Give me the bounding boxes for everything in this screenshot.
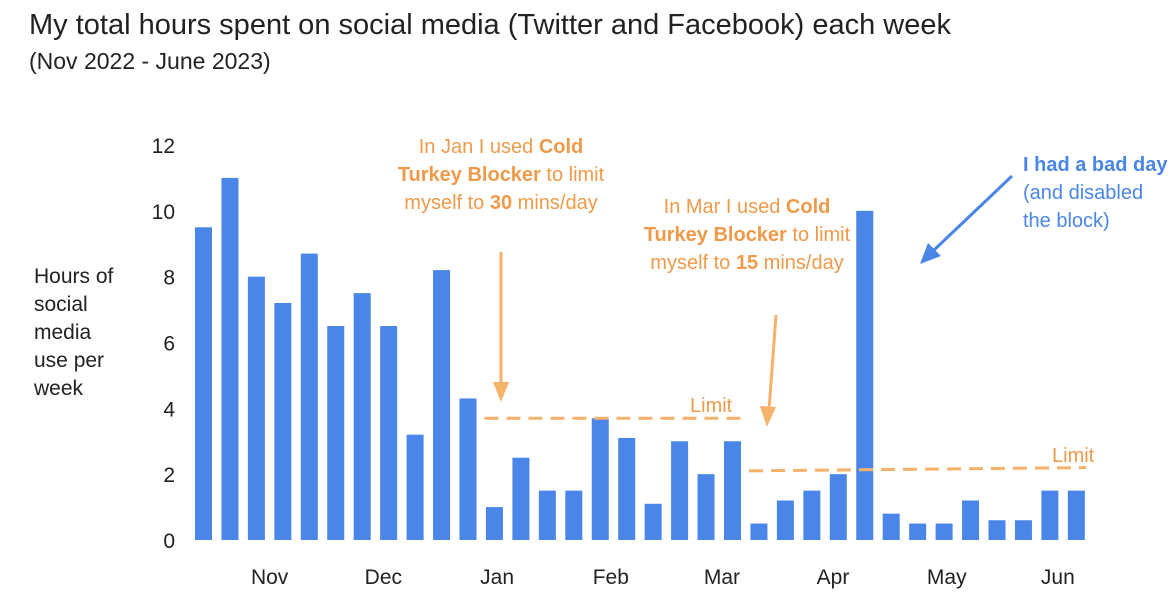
bar xyxy=(882,513,900,540)
mar-arrow-head xyxy=(760,406,776,427)
bar xyxy=(671,441,689,540)
bar xyxy=(353,293,371,540)
annotation-mar: In Mar I used Cold Turkey Blocker to lim… xyxy=(636,193,858,277)
annotation-jan-tool: Cold Turkey Blocker xyxy=(397,136,584,186)
x-tick-label: May xyxy=(927,566,967,589)
bar xyxy=(935,523,953,540)
mar-arrow xyxy=(767,314,778,411)
bar xyxy=(591,418,609,540)
y-axis-label-line: week xyxy=(34,377,84,400)
bar xyxy=(274,303,292,540)
annotation-bad-day: I had a bad day (and disabled the block) xyxy=(1023,151,1173,235)
x-axis-ticks: Nov Dec Jan Feb Mar Apr May Jun xyxy=(251,566,1075,589)
bar xyxy=(1041,490,1059,540)
x-tick-label: Jan xyxy=(480,566,514,589)
limit-label-jan: Limit xyxy=(690,395,733,417)
y-tick-label: 10 xyxy=(152,201,175,224)
bar xyxy=(485,507,503,540)
bar xyxy=(221,177,239,540)
bar xyxy=(988,520,1006,540)
bar xyxy=(247,276,265,540)
annotation-jan-pre: In Jan I used xyxy=(418,136,539,158)
y-tick-label: 8 xyxy=(163,267,175,290)
bar xyxy=(1067,490,1085,540)
y-axis-label-line: Hours of xyxy=(34,265,114,288)
bar xyxy=(803,490,821,540)
x-tick-label: Feb xyxy=(593,566,629,589)
annotation-jan: In Jan I used Cold Turkey Blocker to lim… xyxy=(390,133,612,217)
bad-day-arrow-head xyxy=(920,243,941,264)
bar xyxy=(565,490,583,540)
x-tick-label: Apr xyxy=(817,566,850,589)
annotation-mar-tool: Cold Turkey Blocker xyxy=(643,196,831,246)
bar xyxy=(776,500,794,540)
y-tick-label: 12 xyxy=(152,135,175,158)
annotation-mar-mid: to limit myself to xyxy=(650,224,851,274)
bar xyxy=(644,503,662,540)
y-axis-ticks: 0 2 4 6 8 10 12 xyxy=(152,135,176,553)
annotation-bad-day-note: (and disabled the block) xyxy=(1023,182,1144,232)
x-tick-label: Dec xyxy=(365,566,402,589)
annotation-jan-minutes: 30 xyxy=(489,192,513,214)
y-tick-label: 6 xyxy=(163,333,175,356)
x-tick-label: Mar xyxy=(704,566,740,589)
annotation-jan-mid: to limit myself to xyxy=(404,164,605,214)
bar xyxy=(327,326,345,540)
x-tick-label: Jun xyxy=(1041,566,1075,589)
bar xyxy=(697,474,715,540)
bar xyxy=(195,227,212,540)
jan-arrow-head xyxy=(493,382,509,402)
y-tick-label: 0 xyxy=(163,530,175,553)
limit-label-mar: Limit xyxy=(1052,445,1095,467)
bar xyxy=(1014,520,1032,540)
y-axis-label: Hours of social media use per week xyxy=(34,263,144,403)
bar xyxy=(300,253,318,540)
chart-title: My total hours spent on social media (Tw… xyxy=(29,9,952,41)
bar xyxy=(750,523,768,540)
bad-day-arrow xyxy=(931,174,1014,253)
limit-line xyxy=(748,466,1087,473)
bar xyxy=(459,398,477,540)
annotation-mar-pre: In Mar I used xyxy=(663,196,786,218)
x-tick-label: Nov xyxy=(251,566,289,589)
y-axis-label-line: social xyxy=(34,293,88,316)
bar xyxy=(724,441,741,540)
limit-lines xyxy=(484,416,1087,473)
annotation-bad-day-title: I had a bad day xyxy=(1023,154,1168,176)
bar xyxy=(406,434,424,540)
bar xyxy=(512,457,530,540)
y-tick-label: 4 xyxy=(163,398,175,421)
bar xyxy=(829,474,847,540)
bar xyxy=(856,210,874,541)
bar xyxy=(433,270,451,540)
y-axis-label-line: media xyxy=(34,321,92,344)
chart-subtitle: (Nov 2022 - June 2023) xyxy=(29,48,271,74)
bar xyxy=(909,523,927,540)
bar xyxy=(380,326,398,540)
bar xyxy=(962,500,980,540)
y-axis-label-line: use per xyxy=(34,349,105,372)
bar xyxy=(618,437,636,540)
y-tick-label: 2 xyxy=(163,464,175,487)
annotation-mar-post: mins/day xyxy=(758,252,844,274)
bars xyxy=(195,177,1085,541)
annotation-jan-post: mins/day xyxy=(512,192,598,214)
bar xyxy=(538,490,556,540)
annotation-mar-minutes: 15 xyxy=(735,252,759,274)
